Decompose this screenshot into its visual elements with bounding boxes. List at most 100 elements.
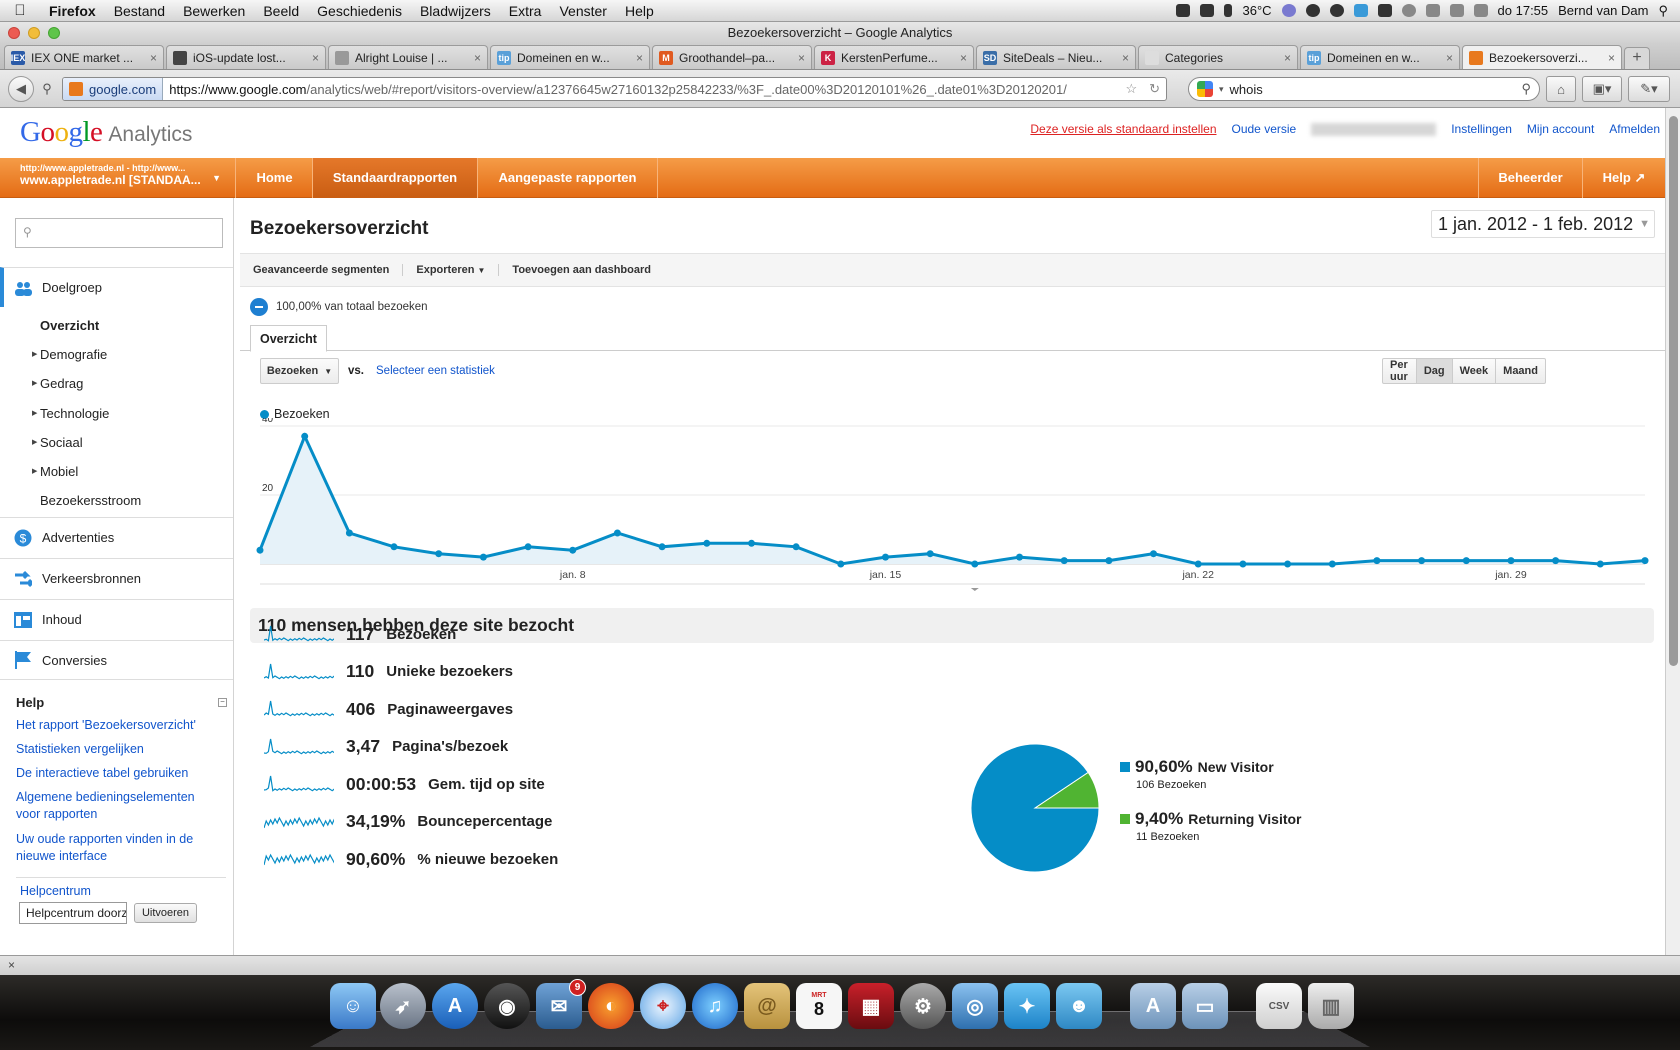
address-book-icon[interactable]: @ — [744, 983, 790, 1029]
browser-tab[interactable]: iOS-update lost... × — [166, 45, 326, 69]
messenger-icon[interactable]: ☻ — [1056, 983, 1102, 1029]
wifi-icon[interactable] — [1449, 4, 1464, 17]
browser-tab[interactable]: SD SiteDeals – Nieu... × — [976, 45, 1136, 69]
sidebar-subitem-mobiel[interactable]: ▶ Mobiel — [32, 464, 78, 479]
close-window-button[interactable] — [8, 27, 20, 39]
close-tab-icon[interactable]: × — [1121, 50, 1129, 65]
firefox-icon[interactable]: ◐ — [588, 983, 634, 1029]
granularity-week[interactable]: Week — [1453, 359, 1497, 383]
menu-help[interactable]: Help — [624, 2, 654, 19]
menu-extra[interactable]: Extra — [508, 2, 542, 19]
status-window-icon[interactable] — [1176, 4, 1191, 17]
tab-overzicht[interactable]: Overzicht — [250, 325, 327, 352]
mail-icon[interactable]: ✉ 9 — [536, 979, 586, 1029]
app-store-icon[interactable]: A — [432, 983, 478, 1029]
google-analytics-logo[interactable]: Google Analytics — [20, 116, 192, 149]
visitor-type-pie[interactable] — [960, 733, 1110, 883]
calendar-icon[interactable]: MRT 8 — [796, 983, 842, 1029]
reload-icon[interactable]: ↻ — [1149, 81, 1160, 96]
search-box[interactable]: ▾ whois ⚲ — [1188, 77, 1540, 101]
advanced-segments-button[interactable]: Geavanceerde segmenten — [240, 264, 404, 276]
browser-tab[interactable]: Alright Louise | ... × — [328, 45, 488, 69]
google-search-icon[interactable] — [1197, 81, 1213, 97]
metric-row[interactable]: 90,60% % nieuwe bezoeken — [264, 847, 558, 871]
select-metric-link[interactable]: Selecteer een statistiek — [376, 365, 495, 377]
spotlight-icon[interactable]: ⚲ — [1658, 2, 1668, 18]
menu-geschiedenis[interactable]: Geschiedenis — [317, 2, 402, 19]
user-name[interactable]: Bernd van Dam — [1558, 3, 1649, 18]
collapse-help-icon[interactable]: − — [218, 698, 227, 707]
browser-tab[interactable]: K KerstenPerfume... × — [814, 45, 974, 69]
search-icon[interactable]: ⚲ — [1521, 81, 1531, 96]
close-tab-icon[interactable]: × — [635, 50, 643, 65]
menu-bewerken[interactable]: Bewerken — [183, 2, 246, 19]
sidebar-subitem-bezoekersstroom[interactable]: Bezoekersstroom — [40, 493, 142, 508]
sidebar-item-advertenties[interactable]: $ Advertenties — [0, 517, 233, 557]
metric-select[interactable]: Bezoeken ▼ — [260, 358, 339, 384]
battery-icon[interactable] — [1473, 4, 1488, 17]
metric-row[interactable]: 00:00:53 Gem. tijd op site — [264, 772, 545, 796]
help-link-compare[interactable]: Statistieken vergelijken — [16, 742, 144, 756]
metric-row[interactable]: 34,19% Bouncepercentage — [264, 810, 552, 834]
system-preferences-icon[interactable]: ⚙ — [900, 983, 946, 1029]
visits-chart[interactable]: 20 40 jan. 8 jan. 15 jan. 22 jan. 29 — [240, 418, 1665, 598]
safari-icon[interactable]: ⌖ — [640, 983, 686, 1029]
vertical-scrollbar[interactable] — [1665, 108, 1680, 955]
status-folder-icon[interactable] — [1200, 4, 1215, 17]
launchpad-icon[interactable]: ➶ — [380, 983, 426, 1029]
time-machine-icon[interactable] — [1401, 4, 1416, 17]
menu-bladwijzers[interactable]: Bladwijzers — [419, 2, 491, 19]
granularity-hour[interactable]: Per uur — [1383, 359, 1417, 383]
close-addon-bar-icon[interactable]: × — [8, 958, 16, 972]
bookmark-star-icon[interactable]: ☆ — [1125, 81, 1138, 96]
settings-link[interactable]: Instellingen — [1451, 122, 1512, 136]
search-input[interactable]: whois — [1229, 81, 1263, 97]
browser-tab[interactable]: tip Domeinen en w... × — [1300, 45, 1460, 69]
sidebar-subitem-technologie[interactable]: ▶ Technologie — [32, 406, 109, 421]
browser-tab[interactable]: IEX IEX ONE market ... × — [4, 45, 164, 69]
finder-icon[interactable]: ☺ — [330, 983, 376, 1029]
close-tab-icon[interactable]: × — [149, 50, 157, 65]
chevron-down-icon[interactable]: ▾ — [1219, 83, 1224, 94]
metric-row[interactable]: 406 Paginaweergaves — [264, 697, 513, 721]
temperature-readout[interactable]: 36°C — [1242, 3, 1272, 18]
url-bar[interactable]: google.com https://www.google.com/analyt… — [62, 77, 1167, 101]
close-tab-icon[interactable]: × — [1283, 50, 1291, 65]
close-tab-icon[interactable]: × — [473, 50, 481, 65]
url-text[interactable]: https://www.google.com/analytics/web/#re… — [163, 82, 1119, 97]
back-button[interactable]: ◀ — [8, 76, 34, 102]
site-identity[interactable]: google.com — [63, 78, 164, 100]
helpcenter-submit-button[interactable]: Uitvoeren — [134, 903, 197, 923]
browser-tab[interactable]: tip Domeinen en w... × — [490, 45, 650, 69]
menu-venster[interactable]: Venster — [559, 2, 607, 19]
twitter-status-icon[interactable] — [1353, 4, 1368, 17]
bookmarks-menu-icon[interactable]: ▣▾ — [1582, 76, 1622, 102]
sidebar-item-conversies[interactable]: Conversies — [0, 640, 233, 680]
metric-row[interactable]: 3,47 Pagina's/bezoek — [264, 735, 508, 759]
key-icon[interactable]: ⚲ — [42, 81, 52, 96]
minimize-window-button[interactable] — [28, 27, 40, 39]
granularity-day[interactable]: Dag — [1416, 359, 1453, 383]
dashboard-icon[interactable]: ◉ — [484, 983, 530, 1029]
status-paw-icon[interactable] — [1305, 4, 1320, 17]
close-tab-icon[interactable]: × — [1607, 50, 1615, 65]
nav-custom-reports[interactable]: Aangepaste rapporten — [478, 158, 658, 198]
menu-beeld[interactable]: Beeld — [263, 2, 300, 19]
close-tab-icon[interactable]: × — [959, 50, 967, 65]
profile-selector[interactable]: http://www.appletrade.nl - http://www...… — [0, 158, 236, 198]
export-button[interactable]: Exporteren ▼ — [403, 264, 500, 276]
my-account-link[interactable]: Mijn account — [1526, 122, 1595, 136]
menu-bestand[interactable]: Bestand — [113, 2, 166, 19]
nav-home[interactable]: Home — [237, 158, 313, 198]
report-search-input[interactable]: ⚲ — [15, 218, 223, 248]
documents-folder-icon[interactable]: ▭ — [1182, 983, 1228, 1029]
sidebar-subitem-demografie[interactable]: ▶ Demografie — [32, 347, 107, 362]
nav-standard-reports[interactable]: Standaardrapporten — [313, 158, 478, 198]
trash-icon[interactable]: ▥ — [1308, 983, 1354, 1029]
date-range-picker[interactable]: 1 jan. 2012 - 1 feb. 2012 ▼ — [1430, 210, 1655, 238]
nav-admin[interactable]: Beheerder — [1478, 158, 1583, 198]
sidebar-subitem-overzicht[interactable]: Overzicht — [40, 318, 100, 333]
granularity-month[interactable]: Maand — [1503, 365, 1538, 377]
preview-icon[interactable]: ◎ — [952, 983, 998, 1029]
old-version-link[interactable]: Oude versie — [1231, 122, 1297, 136]
